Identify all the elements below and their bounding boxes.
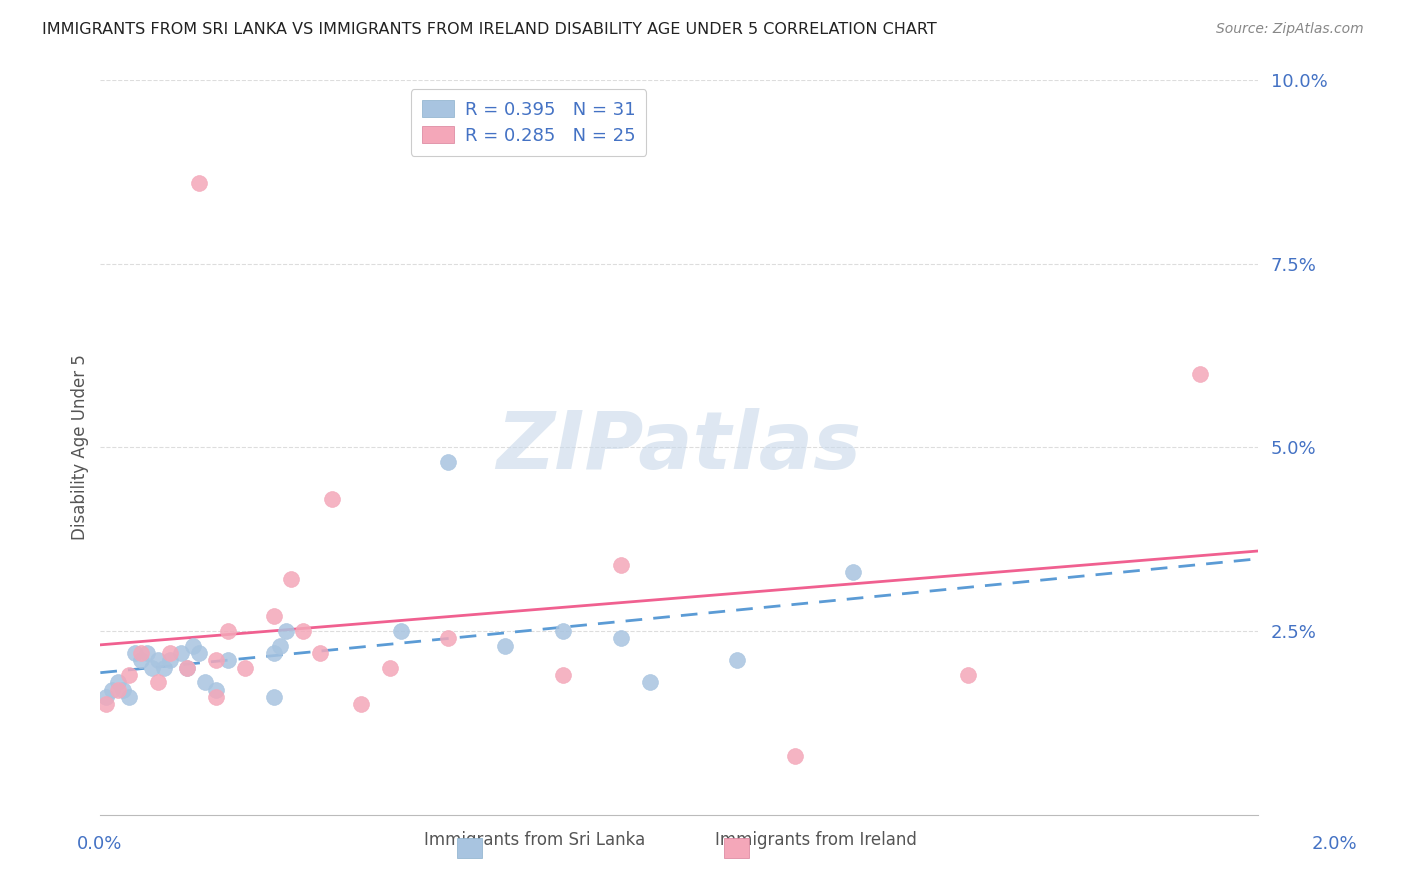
Point — [193, 675, 215, 690]
Point — [553, 624, 575, 638]
Text: IMMIGRANTS FROM SRI LANKA VS IMMIGRANTS FROM IRELAND DISABILITY AGE UNDER 5 CORR: IMMIGRANTS FROM SRI LANKA VS IMMIGRANTS … — [42, 22, 936, 37]
Point — [170, 646, 193, 660]
Point — [1188, 367, 1211, 381]
Point — [436, 455, 458, 469]
Point — [389, 624, 412, 638]
Point — [205, 653, 228, 667]
Point — [159, 646, 181, 660]
Point — [118, 690, 141, 704]
Point — [176, 660, 198, 674]
Text: Immigrants from Ireland: Immigrants from Ireland — [714, 831, 917, 849]
Point — [205, 690, 228, 704]
Point — [309, 646, 332, 660]
Point — [263, 646, 285, 660]
Point — [378, 660, 401, 674]
Point — [124, 646, 146, 660]
Point — [205, 682, 228, 697]
Text: 2.0%: 2.0% — [1312, 835, 1357, 853]
Point — [94, 690, 117, 704]
Point — [610, 558, 633, 572]
Point — [181, 639, 204, 653]
Point — [107, 675, 129, 690]
Point — [101, 682, 124, 697]
Point — [350, 698, 373, 712]
Point — [176, 660, 198, 674]
Point — [107, 682, 129, 697]
Point — [291, 624, 314, 638]
Point — [321, 491, 343, 506]
Point — [129, 653, 152, 667]
Point — [217, 653, 239, 667]
Point — [148, 653, 170, 667]
Point — [148, 675, 170, 690]
Point — [187, 176, 209, 190]
Point — [187, 646, 209, 660]
Point — [783, 748, 806, 763]
Text: Source: ZipAtlas.com: Source: ZipAtlas.com — [1216, 22, 1364, 37]
Text: 0.0%: 0.0% — [77, 835, 122, 853]
Point — [610, 632, 633, 646]
Point — [118, 668, 141, 682]
Point — [274, 624, 297, 638]
Text: Immigrants from Sri Lanka: Immigrants from Sri Lanka — [423, 831, 645, 849]
Point — [129, 646, 152, 660]
Legend: R = 0.395   N = 31, R = 0.285   N = 25: R = 0.395 N = 31, R = 0.285 N = 25 — [411, 89, 647, 155]
Point — [494, 639, 516, 653]
Point — [638, 675, 661, 690]
Point — [841, 565, 863, 579]
Point — [233, 660, 256, 674]
Point — [153, 660, 176, 674]
Point — [725, 653, 748, 667]
Point — [141, 660, 163, 674]
Point — [263, 609, 285, 624]
Point — [553, 668, 575, 682]
Point — [280, 573, 302, 587]
Point — [217, 624, 239, 638]
Point — [957, 668, 980, 682]
Point — [436, 632, 458, 646]
Point — [94, 698, 117, 712]
Point — [269, 639, 291, 653]
Point — [135, 646, 157, 660]
Y-axis label: Disability Age Under 5: Disability Age Under 5 — [72, 354, 89, 541]
Point — [112, 682, 135, 697]
Point — [263, 690, 285, 704]
Text: ZIPatlas: ZIPatlas — [496, 409, 862, 486]
Point — [159, 653, 181, 667]
